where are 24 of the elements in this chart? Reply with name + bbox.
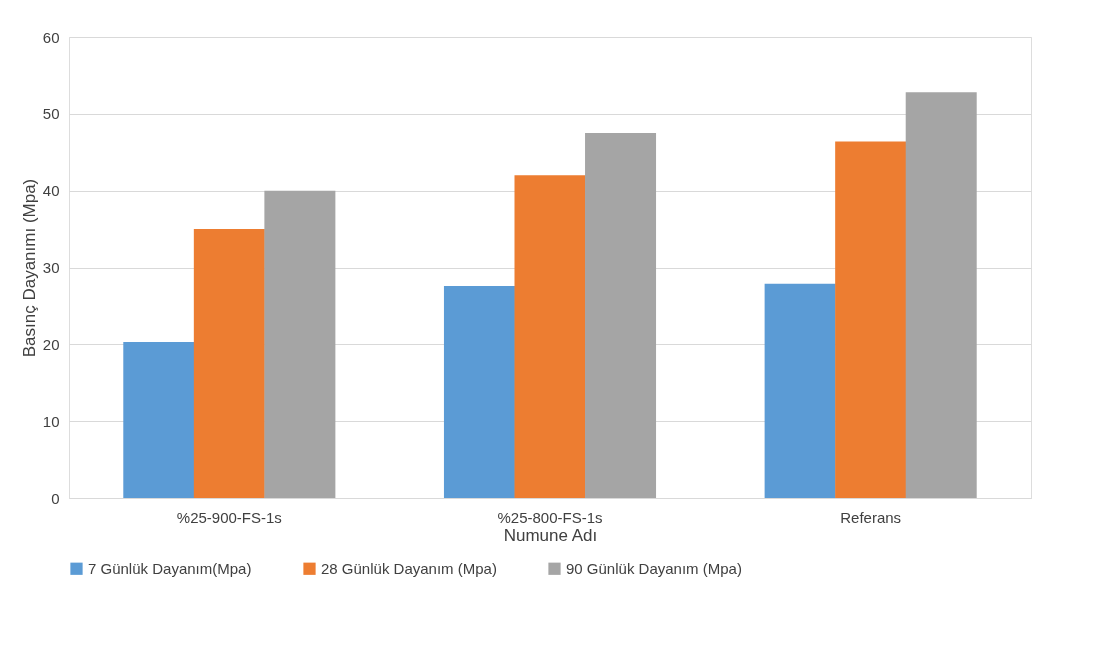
bar xyxy=(193,229,265,498)
y-tick-label: 20 xyxy=(42,335,60,353)
y-axis-title: Basınç Dayanımı (Mpa) xyxy=(19,178,39,358)
y-tick-label: 50 xyxy=(42,105,60,123)
x-tick-label: %25-800-FS-1s xyxy=(497,508,603,526)
x-tick-label: Referans xyxy=(840,508,902,526)
bar xyxy=(443,285,515,498)
bar xyxy=(514,175,586,498)
legend-label: 7 Günlük Dayanım(Mpa) xyxy=(88,559,252,577)
y-tick-label: 60 xyxy=(42,28,60,46)
y-tick-label: 0 xyxy=(51,489,60,507)
bar xyxy=(764,283,836,498)
x-tick-label: %25-900-FS-1s xyxy=(176,508,282,526)
bar xyxy=(905,92,977,498)
x-axis-title: Numune Adı xyxy=(503,525,598,545)
legend-label: 28 Günlük Dayanım (Mpa) xyxy=(321,559,497,577)
bar xyxy=(264,190,336,498)
bar xyxy=(585,133,657,498)
bar xyxy=(123,342,195,498)
legend-label: 90 Günlük Dayanım (Mpa) xyxy=(566,559,742,577)
y-tick-label: 40 xyxy=(42,182,60,200)
bar xyxy=(835,141,907,498)
y-tick-label: 30 xyxy=(42,259,60,276)
y-tick-label: 10 xyxy=(42,412,60,430)
